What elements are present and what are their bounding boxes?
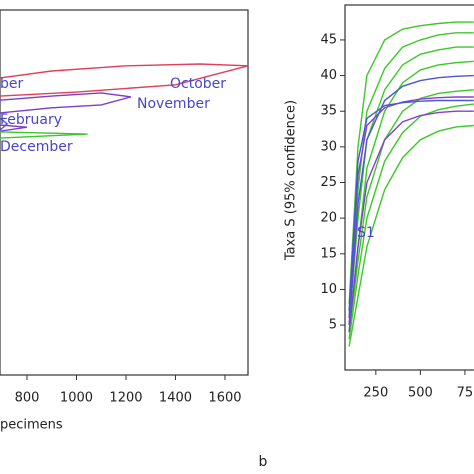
plot-frame [344,4,474,371]
curve [348,96,474,319]
curve [348,89,474,333]
y-tick-label: 20 [320,211,337,226]
curve [348,110,474,333]
y-tick-label: 35 [320,104,337,119]
y-tick-label: 40 [320,68,337,83]
annotation: October [170,76,226,92]
x-tick-label: 1400 [159,391,192,406]
curve [0,124,28,132]
curve [0,92,132,114]
x-axis-label: pecimens [0,418,63,433]
y-tick-label: 25 [320,175,337,190]
y-tick-label: 30 [320,139,337,154]
annotation: S1 [357,225,375,241]
x-tick-label: 250 [363,386,388,401]
curve [0,63,249,97]
x-tick-label: 1200 [109,391,142,406]
x-tick-label: 1000 [60,391,93,406]
y-axis-label: Taxa S (95% confidence) [284,100,299,261]
x-tick-label: 800 [15,391,40,406]
y-tick-label: 5 [329,318,337,333]
y-tick-label: 45 [320,32,337,47]
y-tick-label: 15 [320,246,337,261]
annotation: February [0,112,62,128]
curve [348,103,474,340]
curve [0,131,88,139]
annotation: November [137,96,210,112]
plot-frame [0,9,249,376]
x-tick-label: 1600 [208,391,241,406]
annotation: ber [0,76,24,92]
curve [0,117,9,131]
curve [348,21,474,304]
panel-label: b [259,454,268,470]
curve [348,124,474,347]
curve [348,99,474,311]
curve [348,32,474,319]
curve [348,74,474,326]
curve [348,46,474,326]
x-tick-label: 75 [457,386,474,401]
annotation: December [0,139,73,155]
y-tick-label: 10 [320,282,337,297]
x-tick-label: 500 [408,386,433,401]
